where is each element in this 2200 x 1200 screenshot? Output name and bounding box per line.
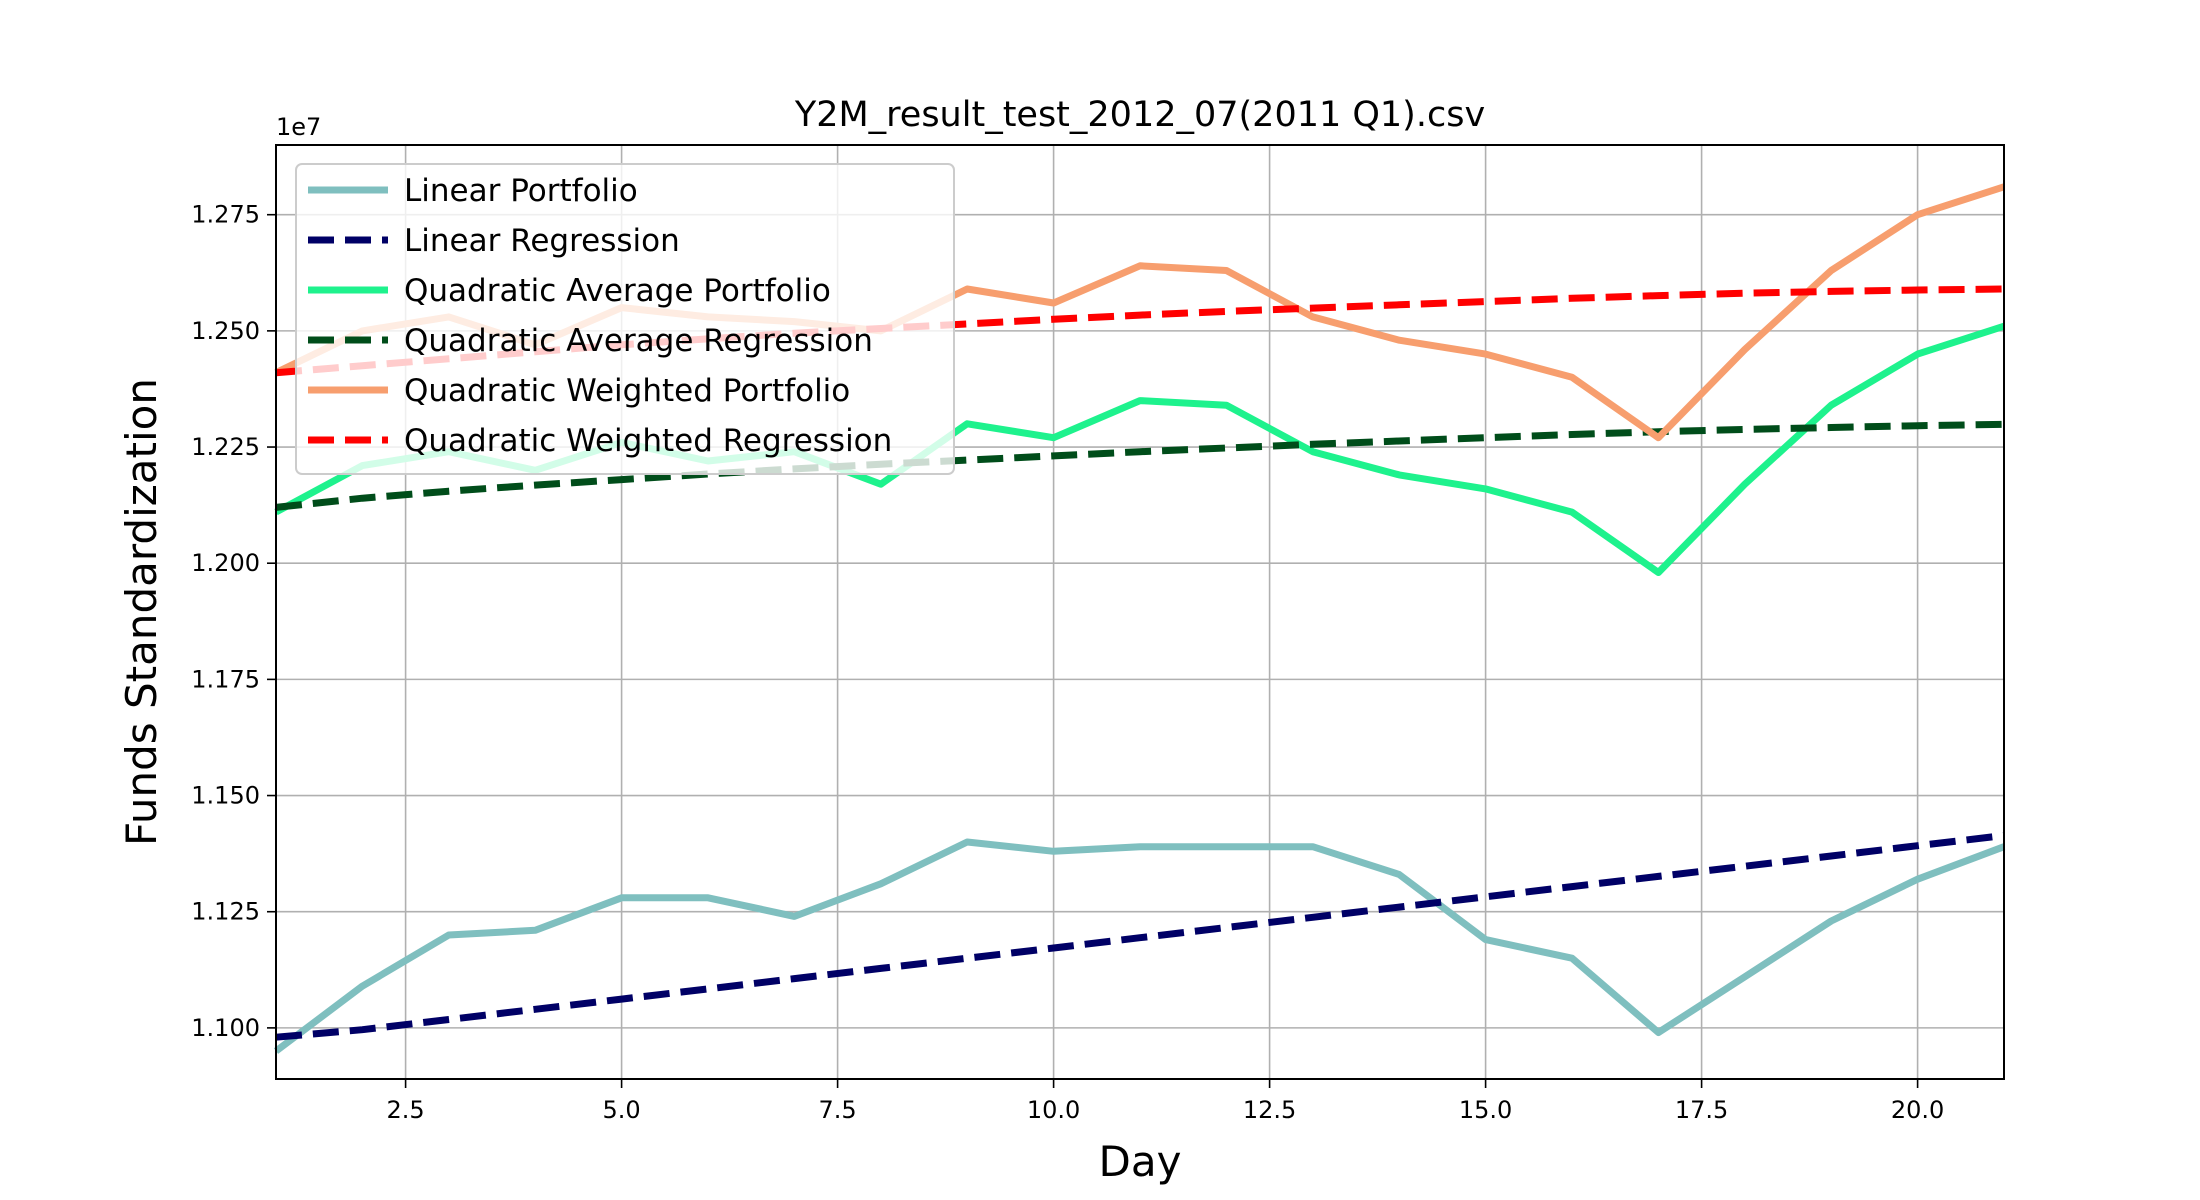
- y-tick-label: 1.200: [191, 549, 260, 577]
- legend-label-linear-regression: Linear Regression: [404, 223, 680, 259]
- y-tick-label: 1.225: [191, 433, 260, 461]
- x-axis-title: Day: [1099, 1137, 1182, 1186]
- x-tick-label: 12.5: [1243, 1096, 1296, 1124]
- y-offset-label: 1e7: [276, 113, 321, 141]
- x-tick-label: 5.0: [603, 1096, 641, 1124]
- x-tick-label: 2.5: [387, 1096, 425, 1124]
- y-tick-label: 1.100: [191, 1014, 260, 1042]
- y-tick-label: 1.150: [191, 782, 260, 810]
- y-tick-label: 1.175: [191, 665, 260, 693]
- plot-frame: [275, 144, 2005, 1080]
- x-tick-label: 17.5: [1675, 1096, 1728, 1124]
- y-tick-label: 1.250: [191, 317, 260, 345]
- legend-label-quadratic-weighted-regression: Quadratic Weighted Regression: [404, 423, 892, 459]
- x-tick-label: 20.0: [1891, 1096, 1944, 1124]
- series-line-linear-regression: [275, 832, 2005, 1041]
- x-tick-label: 15.0: [1459, 1096, 1512, 1124]
- x-tick-label: 7.5: [819, 1096, 857, 1124]
- legend-label-linear-portfolio: Linear Portfolio: [404, 173, 638, 209]
- series-line-quadratic-weighted-regression: [275, 285, 2005, 377]
- x-tick-label: 10.0: [1027, 1096, 1080, 1124]
- legend-label-quadratic-average-regression: Quadratic Average Regression: [404, 323, 873, 359]
- chart-title: Y2M_result_test_2012_07(2011 Q1).csv: [794, 95, 1485, 135]
- legend-box: [295, 163, 955, 475]
- legend: Linear Portfolio Linear Regression Quadrat…: [295, 163, 955, 475]
- x-axis-ticks: 2.5 5.0 7.5 10.0 12.5 15.0 17.5 20.0: [387, 1079, 1944, 1124]
- series-line-quadratic-average-regression: [275, 420, 2005, 511]
- series-line-linear-portfolio: [273, 838, 2006, 1054]
- y-tick-label: 1.275: [191, 201, 260, 229]
- y-axis-ticks: 1.100 1.125 1.150 1.175 1.200 1.225 1.250 1.275: [191, 201, 276, 1042]
- legend-label-quadratic-average-portfolio: Quadratic Average Portfolio: [404, 273, 831, 309]
- legend-label-quadratic-weighted-portfolio: Quadratic Weighted Portfolio: [404, 373, 850, 409]
- y-axis-title: Funds Standardization: [117, 378, 166, 846]
- y-tick-label: 1.125: [191, 898, 260, 926]
